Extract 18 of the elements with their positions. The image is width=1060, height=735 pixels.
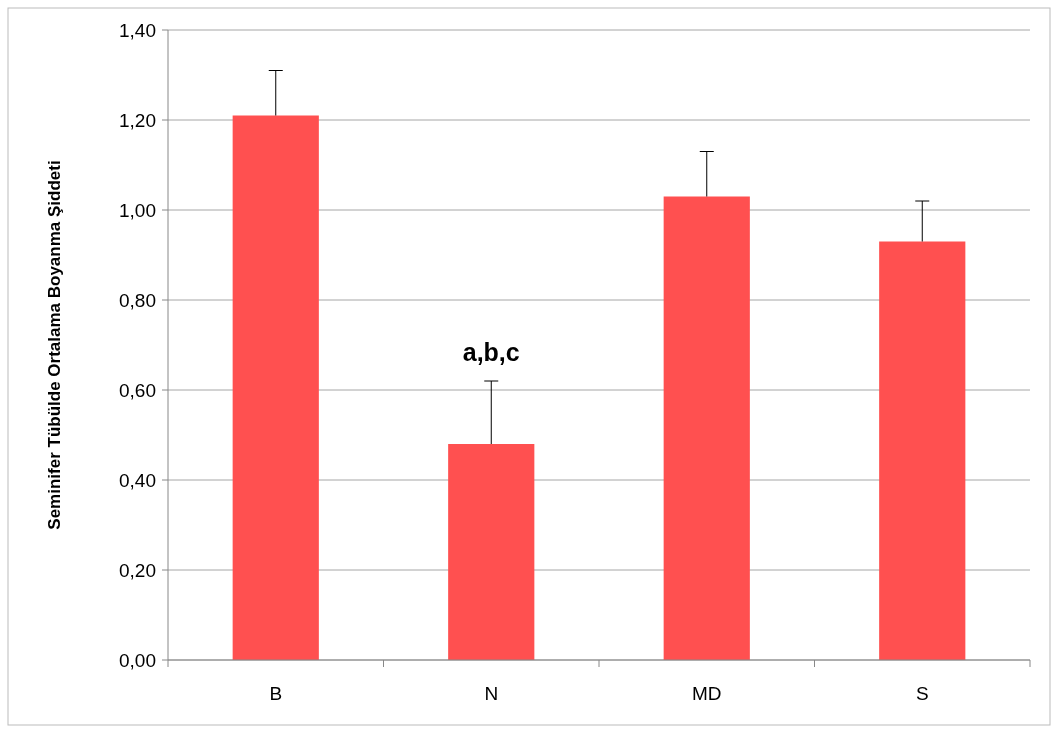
x-tick-label: MD: [691, 683, 722, 704]
y-tick-label: 1,20: [119, 109, 156, 131]
annotation: a,b,c: [462, 338, 520, 366]
y-tick-label: 1,40: [119, 19, 156, 41]
bar: [448, 444, 535, 660]
y-tick-label: 0,80: [119, 289, 156, 311]
bar: [663, 196, 750, 660]
y-tick-label: 1,00: [119, 199, 156, 221]
y-tick-label: 0,60: [119, 379, 156, 401]
bar: [232, 115, 319, 660]
y-tick-label: 0,40: [119, 469, 156, 491]
y-axis-title: Seminifer Tübülde Ortalama Boyanma Şiddeti: [45, 160, 64, 530]
x-tick-label: N: [484, 683, 499, 704]
x-tick-label: S: [915, 683, 929, 704]
y-tick-label: 0,20: [119, 559, 156, 581]
x-tick-label: B: [269, 683, 283, 704]
y-tick-label: 0,00: [119, 649, 156, 671]
bar: [879, 241, 966, 660]
